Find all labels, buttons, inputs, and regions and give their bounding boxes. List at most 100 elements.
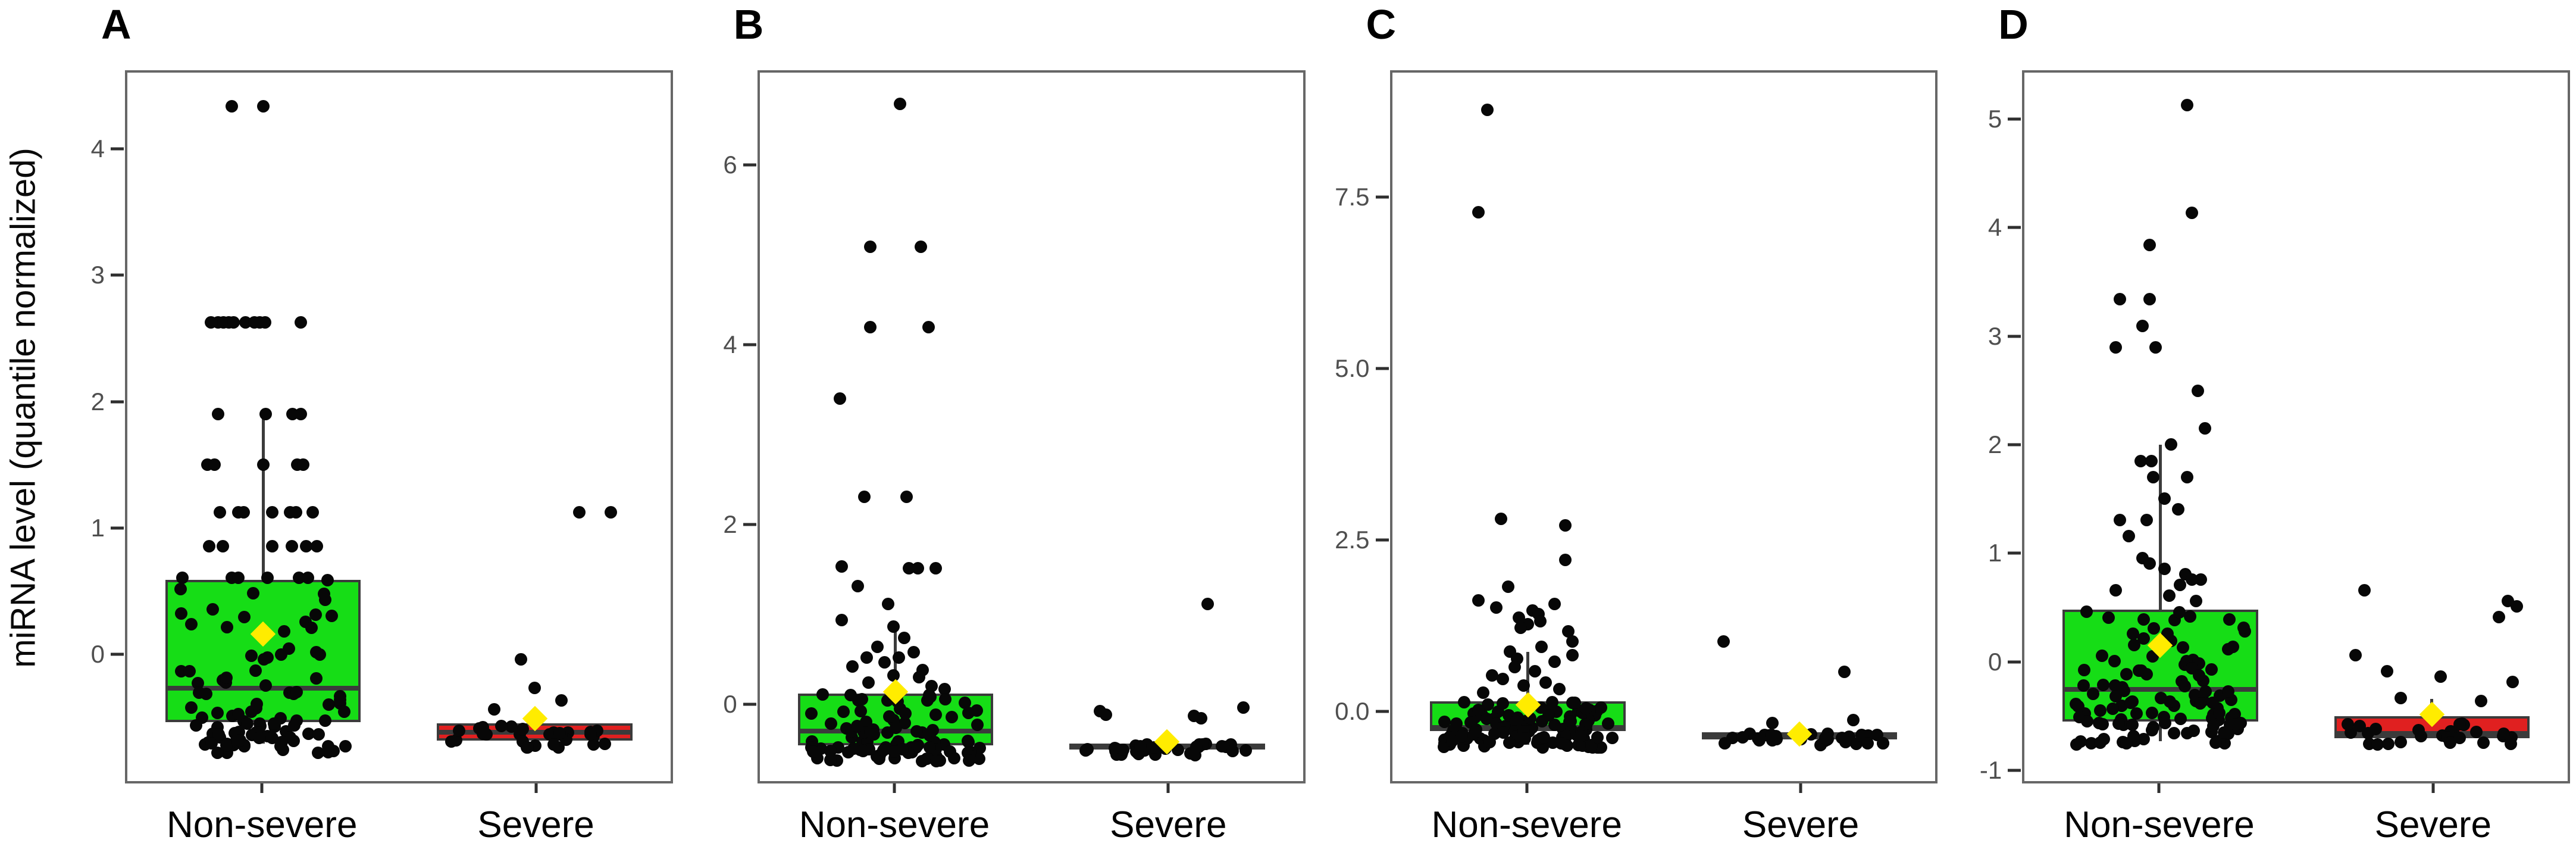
data-point [805,707,818,720]
y-tick-mark [743,523,756,526]
data-point [824,717,837,730]
data-point [1542,708,1555,722]
y-tick-mark [2008,660,2021,664]
data-point [174,607,187,620]
x-tick-nonsevere [893,783,896,793]
median-line [437,729,633,735]
data-point [309,646,323,658]
data-point [2120,668,2133,681]
data-point [852,580,865,593]
data-point [258,316,271,329]
data-point [253,731,266,744]
data-point [2130,707,2143,720]
data-point [2124,696,2137,709]
data-point [971,718,984,731]
data-point [203,539,216,552]
data-point [2453,718,2466,731]
data-point [1602,717,1615,730]
data-point [2126,718,2139,731]
data-point [227,316,240,329]
data-point [2163,695,2176,708]
data-point [2145,723,2158,736]
data-point [1472,594,1485,607]
data-point [2093,717,2106,730]
data-point [220,739,233,752]
data-point [2477,736,2490,749]
data-point [214,505,227,519]
data-point [1481,698,1494,711]
data-point [193,686,206,700]
y-tick-mark [111,652,124,656]
y-tick-mark [2008,226,2021,229]
data-point [176,571,189,584]
data-point [2511,600,2524,613]
data-point [1450,717,1463,730]
data-point [294,316,307,329]
data-point [922,321,935,334]
y-tick-label: 1 [90,513,105,542]
data-point [2145,454,2158,467]
y-tick-mark [2008,551,2021,555]
data-point [882,710,896,723]
data-point [1877,737,1890,750]
data-point [2143,292,2156,305]
data-point [2109,341,2122,354]
data-point [2146,470,2159,483]
data-point [1438,715,1451,728]
data-point [1539,676,1553,689]
data-point [1195,712,1208,725]
data-point [290,505,303,519]
data-point [1559,519,1572,532]
data-point [290,685,303,698]
data-point [887,669,900,682]
y-tick-label: -1 [1979,756,2002,785]
median-line [2062,687,2258,692]
data-point [2137,732,2151,745]
data-point [2223,613,2236,626]
data-point [276,743,289,756]
data-point [265,539,278,552]
data-point [1736,731,1749,744]
y-tick-mark [111,400,124,404]
data-point [321,739,334,753]
data-point [2149,341,2162,354]
data-point [2172,503,2185,516]
y-tick-label: 2.5 [1335,526,1370,554]
data-point [2497,728,2510,741]
data-point [309,608,323,622]
data-point [553,726,566,739]
y-tick-label: 3 [1987,321,2002,350]
data-point [924,691,937,703]
data-point [851,719,864,732]
data-point [856,744,869,757]
data-point [2114,292,2127,305]
data-point [2493,611,2506,624]
data-point [2071,700,2084,713]
data-point [555,694,568,707]
data-point [2174,578,2187,591]
data-point [868,728,881,741]
data-point [2190,595,2203,608]
data-point [929,562,943,575]
data-point [963,754,976,767]
y-tick-label: 2 [723,510,737,538]
data-point [1458,696,1471,709]
data-point [259,679,272,692]
data-point [2102,611,2115,625]
data-point [2134,454,2147,467]
data-point [938,692,951,705]
data-point [2222,643,2235,656]
data-point [1081,742,1094,755]
data-point [2109,690,2123,703]
data-point [317,588,330,601]
data-point [2074,735,2087,748]
data-point [835,560,849,573]
data-point [1100,708,1113,722]
data-point [816,688,830,701]
data-point [2193,697,2206,710]
data-point [241,717,254,730]
data-point [2140,514,2154,527]
data-point [914,241,927,254]
data-point [2358,583,2371,597]
data-point [1717,635,1730,648]
